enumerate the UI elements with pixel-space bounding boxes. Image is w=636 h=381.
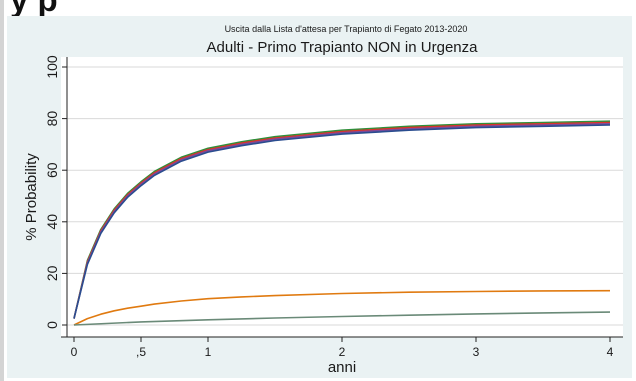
tick-layer: 0 20 40 60 80 100 0 ,5 1 2 3 4: [44, 55, 614, 359]
clipped-page-heading: y p: [10, 0, 58, 19]
y-tick-label: 80: [44, 111, 60, 127]
y-axis-label: % Probability: [23, 153, 40, 241]
x-axis-label: anni: [328, 359, 356, 376]
plot-area: [61, 57, 623, 337]
x-tick-label: 4: [607, 345, 614, 359]
x-tick-label: 1: [205, 345, 212, 359]
series-layer: [73, 120, 611, 326]
x-tick-label: ,5: [136, 345, 146, 359]
series-line-5: [73, 289, 611, 326]
x-tick-label: 3: [473, 345, 480, 359]
y-tick-label: 0: [44, 321, 60, 329]
x-tick-label: 2: [339, 345, 346, 359]
left-border-rule: [0, 0, 4, 381]
series-line-6: [73, 311, 611, 326]
y-tick-label: 40: [44, 214, 60, 230]
chart-title: Adulti - Primo Trapianto NON in Urgenza: [207, 39, 479, 56]
series-line-4: [73, 124, 611, 319]
grid-layer: [67, 66, 623, 326]
x-tick-label: 0: [71, 345, 78, 359]
y-tick-label: 20: [44, 265, 60, 281]
y-tick-label: 60: [44, 162, 60, 178]
y-tick-label: 100: [44, 55, 60, 79]
chart-supertitle: Uscita dalla Lista d'attesa per Trapiant…: [225, 24, 468, 34]
